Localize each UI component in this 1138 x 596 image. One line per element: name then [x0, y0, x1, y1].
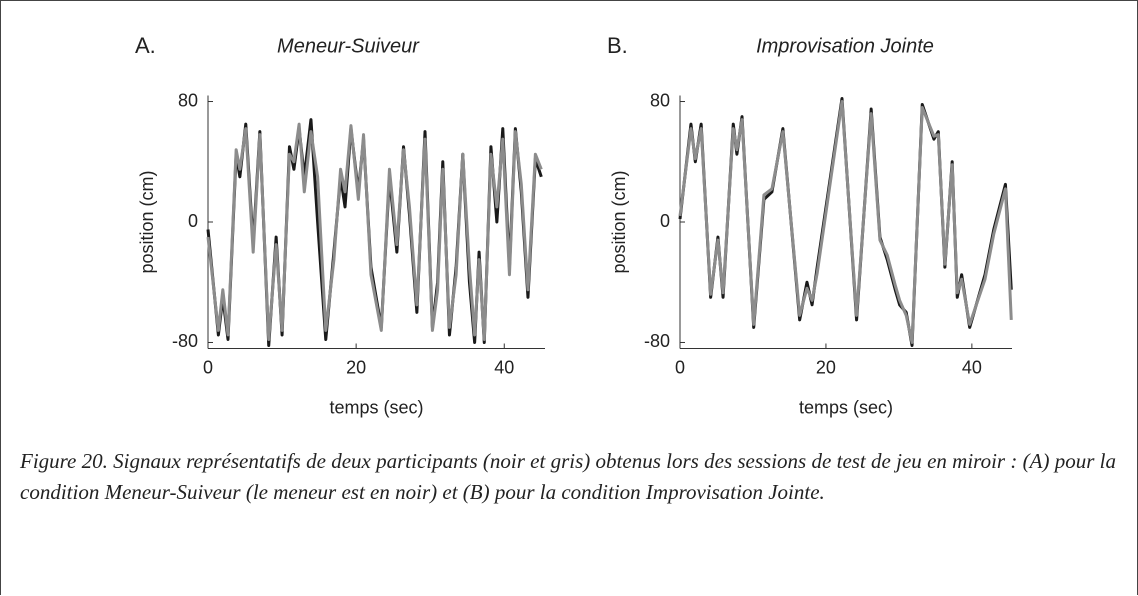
y-tick-label: 80 [650, 90, 670, 110]
x-tick-label: 20 [816, 357, 836, 377]
signal-line [206, 122, 543, 341]
x-axis-label: temps (sec) [799, 397, 893, 417]
y-tick-label: 0 [660, 211, 670, 231]
panel-label: A. [135, 33, 156, 58]
figure: A. Meneur-Suiveur position (cm) temps (sec)… [135, 33, 1013, 417]
x-axis-label: temps (sec) [329, 397, 423, 417]
x-tick-label: 0 [675, 357, 685, 377]
y-tick-label: 80 [178, 90, 198, 110]
x-tick-label: 40 [494, 357, 514, 377]
y-axis-label: position (cm) [609, 170, 629, 273]
y-tick-label: -80 [644, 331, 670, 351]
signal-line [678, 100, 1013, 344]
x-tick-label: 40 [962, 357, 982, 377]
panel-label: B. [607, 33, 628, 58]
caption: Figure 20. Signaux représentatifs de deu… [20, 449, 1116, 504]
y-tick-label: -80 [172, 331, 198, 351]
x-tick-label: 0 [203, 357, 213, 377]
chart-title: Meneur-Suiveur [277, 35, 420, 57]
chart-title: Improvisation Jointe [756, 35, 934, 57]
y-axis-label: position (cm) [137, 170, 157, 273]
y-tick-label: 0 [188, 211, 198, 231]
x-tick-label: 20 [346, 357, 366, 377]
